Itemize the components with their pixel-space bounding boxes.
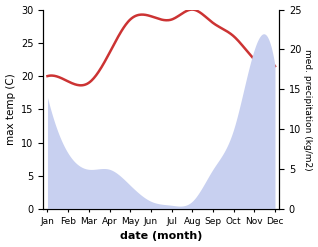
- Y-axis label: max temp (C): max temp (C): [5, 74, 16, 145]
- X-axis label: date (month): date (month): [120, 231, 203, 242]
- Y-axis label: med. precipitation (kg/m2): med. precipitation (kg/m2): [303, 49, 313, 170]
